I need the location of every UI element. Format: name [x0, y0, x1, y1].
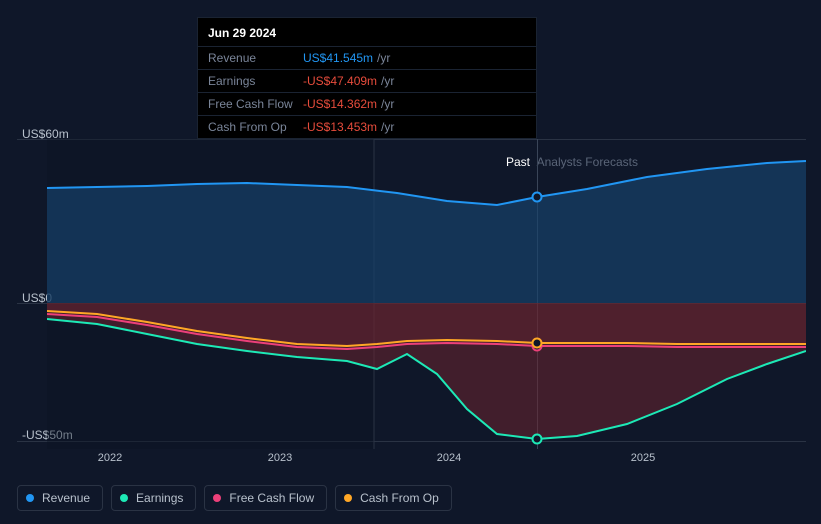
tooltip-suffix: /yr [381, 97, 394, 111]
legend-item-earnings[interactable]: Earnings [111, 485, 196, 511]
chart-plot-area [47, 139, 806, 449]
tooltip-metric-value: US$41.545m [303, 51, 373, 65]
tooltip-metric-label: Earnings [208, 74, 303, 88]
tooltip-date: Jun 29 2024 [198, 18, 536, 46]
legend-dot-icon [120, 494, 128, 502]
chart-tooltip: Jun 29 2024 RevenueUS$41.545m/yrEarnings… [197, 17, 537, 139]
tooltip-row: Free Cash Flow-US$14.362m/yr [198, 92, 536, 115]
x-axis-label: 2022 [98, 452, 122, 464]
legend-item-revenue[interactable]: Revenue [17, 485, 103, 511]
x-axis-label: 2024 [437, 452, 461, 464]
legend-label: Earnings [136, 491, 183, 505]
chart-legend: Revenue Earnings Free Cash Flow Cash From O… [17, 485, 452, 511]
tooltip-metric-value: -US$47.409m [303, 74, 377, 88]
tooltip-suffix: /yr [381, 74, 394, 88]
tooltip-metric-label: Free Cash Flow [208, 97, 303, 111]
legend-item-cash-from-op[interactable]: Cash From Op [335, 485, 452, 511]
x-axis-label: 2025 [631, 452, 655, 464]
tooltip-metric-value: -US$14.362m [303, 97, 377, 111]
tooltip-row: Cash From Op-US$13.453m/yr [198, 115, 536, 138]
legend-dot-icon [344, 494, 352, 502]
x-axis: 2022 2023 2024 2025 [17, 452, 806, 472]
tooltip-row: Earnings-US$47.409m/yr [198, 69, 536, 92]
legend-dot-icon [26, 494, 34, 502]
legend-dot-icon [213, 494, 221, 502]
financial-chart[interactable]: US$60mUS$0-US$50m Past Analysts Forecast… [17, 125, 806, 465]
tooltip-suffix: /yr [381, 120, 394, 134]
tooltip-metric-label: Revenue [208, 51, 303, 65]
legend-label: Free Cash Flow [229, 491, 314, 505]
legend-item-free-cash-flow[interactable]: Free Cash Flow [204, 485, 327, 511]
legend-label: Cash From Op [360, 491, 439, 505]
tooltip-metric-label: Cash From Op [208, 120, 303, 134]
x-axis-label: 2023 [268, 452, 292, 464]
tooltip-row: RevenueUS$41.545m/yr [198, 46, 536, 69]
tooltip-suffix: /yr [377, 51, 390, 65]
legend-label: Revenue [42, 491, 90, 505]
tooltip-metric-value: -US$13.453m [303, 120, 377, 134]
